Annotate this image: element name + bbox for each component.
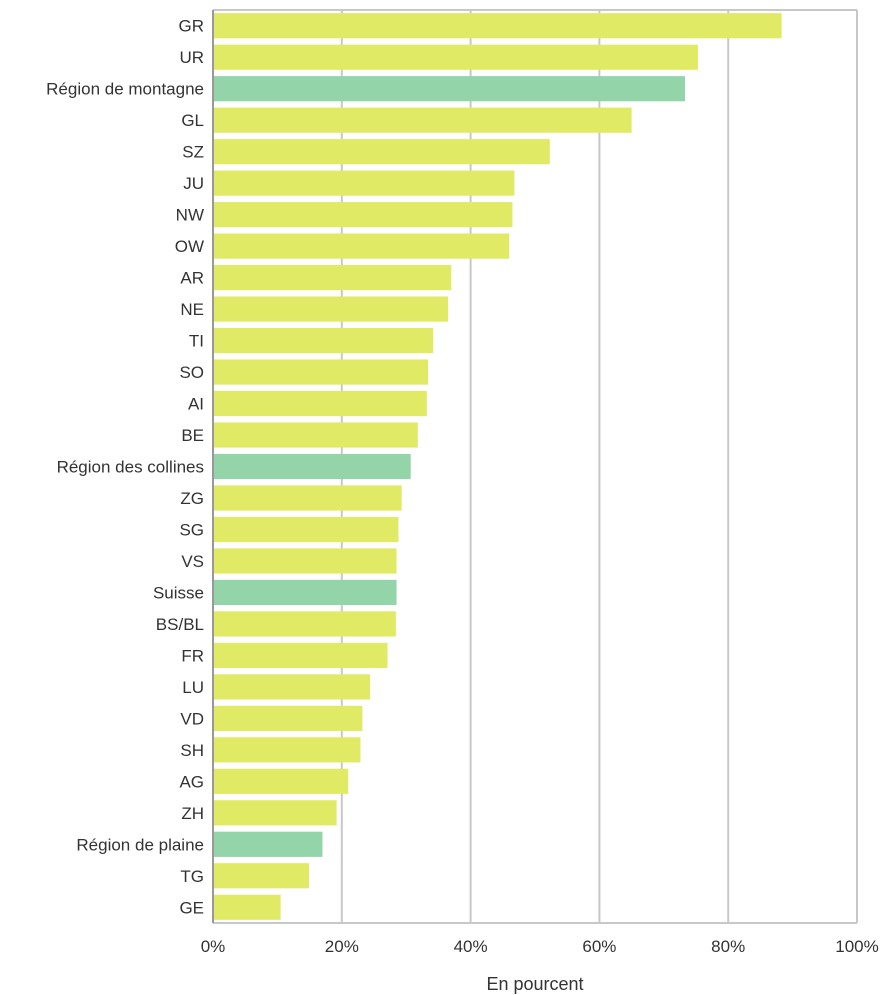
- category-label: BE: [181, 426, 204, 445]
- bar: [214, 580, 397, 605]
- bar: [214, 391, 427, 416]
- bar: [214, 863, 309, 888]
- category-label: AG: [179, 772, 204, 791]
- category-label: TG: [180, 867, 204, 886]
- category-label: BS/BL: [156, 615, 204, 634]
- category-label: GL: [181, 111, 204, 130]
- category-label: AR: [180, 269, 204, 288]
- category-label: Suisse: [153, 583, 204, 602]
- bar: [214, 737, 360, 762]
- bar: [214, 359, 428, 384]
- category-label: GR: [179, 17, 205, 36]
- category-label: GE: [179, 898, 204, 917]
- bar: [214, 800, 337, 825]
- bar: [214, 611, 396, 636]
- category-label: SZ: [182, 143, 204, 162]
- x-tick-label: 100%: [835, 937, 878, 956]
- bar: [214, 45, 698, 70]
- bar: [214, 265, 451, 290]
- category-label: LU: [182, 678, 204, 697]
- bar: [214, 895, 281, 920]
- category-label: VS: [181, 552, 204, 571]
- bar: [214, 108, 632, 133]
- bar: [214, 643, 388, 668]
- category-label: SH: [180, 741, 204, 760]
- x-tick-label: 60%: [582, 937, 616, 956]
- bar: [214, 139, 550, 164]
- category-label: SO: [179, 363, 204, 382]
- bar: [214, 422, 418, 447]
- category-label: JU: [183, 174, 204, 193]
- bar: [214, 13, 782, 38]
- bar: [214, 832, 322, 857]
- bar: [214, 234, 509, 259]
- bar: [214, 454, 411, 479]
- bar: [214, 769, 348, 794]
- bar: [214, 485, 402, 510]
- category-label: ZH: [181, 804, 204, 823]
- category-label: OW: [175, 237, 204, 256]
- bar: [214, 674, 370, 699]
- x-tick-label: 0%: [201, 937, 226, 956]
- x-tick-labels: 0% 20% 40% 60% 80% 100%: [201, 937, 879, 956]
- bar: [214, 296, 448, 321]
- category-label: Région des collines: [57, 458, 204, 477]
- category-label: NW: [176, 206, 204, 225]
- bar: [214, 171, 514, 196]
- category-label: NE: [180, 300, 204, 319]
- bars: [214, 13, 782, 920]
- bar: [214, 328, 433, 353]
- bar: [214, 76, 685, 101]
- bar: [214, 706, 362, 731]
- bar: [214, 548, 397, 573]
- x-axis-title: En pourcent: [486, 974, 583, 994]
- category-label: UR: [179, 48, 204, 67]
- x-tick-label: 80%: [711, 937, 745, 956]
- category-label: AI: [188, 395, 204, 414]
- category-label: TI: [189, 332, 204, 351]
- category-label: Région de plaine: [76, 835, 204, 854]
- category-label: Région de montagne: [46, 80, 204, 99]
- category-label: FR: [181, 646, 204, 665]
- bar: [214, 517, 398, 542]
- bar: [214, 202, 512, 227]
- x-tick-label: 40%: [454, 937, 488, 956]
- category-label: SG: [179, 520, 204, 539]
- x-tick-label: 20%: [325, 937, 359, 956]
- category-label: VD: [180, 709, 204, 728]
- category-labels: GR UR Région de montagne GL SZ JU NW OW AR NE TI SO…: [46, 17, 204, 918]
- category-label: ZG: [180, 489, 204, 508]
